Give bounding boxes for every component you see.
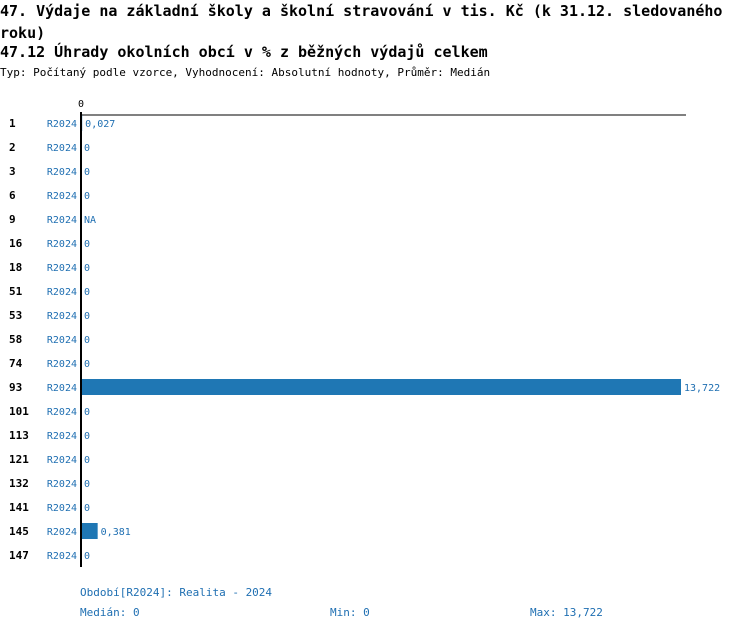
data-value-label: 0 bbox=[84, 335, 90, 346]
period-tick-label: R2024 bbox=[47, 143, 77, 154]
type-line: Typ: Počítaný podle vzorce, Vyhodnocení:… bbox=[0, 66, 491, 79]
period-tick-label: R2024 bbox=[47, 287, 77, 298]
category-label: 147 bbox=[9, 549, 29, 562]
period-tick-label: R2024 bbox=[47, 119, 77, 130]
category-label: 58 bbox=[9, 333, 22, 346]
category-label: 93 bbox=[9, 381, 22, 394]
category-label: 18 bbox=[9, 261, 22, 274]
period-tick-label: R2024 bbox=[47, 191, 77, 202]
data-value-label: 0 bbox=[84, 455, 90, 466]
data-bar bbox=[81, 379, 681, 395]
category-label: 53 bbox=[9, 309, 22, 322]
median-label: Medián: 0 bbox=[80, 606, 140, 619]
period-label: Období[R2024]: Realita - 2024 bbox=[80, 586, 273, 599]
category-label: 141 bbox=[9, 501, 29, 514]
category-label: 145 bbox=[9, 525, 29, 538]
period-tick-label: R2024 bbox=[47, 167, 77, 178]
data-value-label: 0 bbox=[84, 431, 90, 442]
data-value-label: 0 bbox=[84, 191, 90, 202]
period-tick-label: R2024 bbox=[47, 311, 77, 322]
category-label: 113 bbox=[9, 429, 29, 442]
data-value-label: 0 bbox=[84, 287, 90, 298]
min-label: Min: 0 bbox=[330, 606, 370, 619]
period-tick-label: R2024 bbox=[47, 431, 77, 442]
chart-subtitle: 47.12 Úhrady okolních obcí v % z běžných… bbox=[0, 43, 488, 61]
category-label: 101 bbox=[9, 405, 29, 418]
period-tick-label: R2024 bbox=[47, 455, 77, 466]
category-label: 1 bbox=[9, 117, 16, 130]
data-value-label: 0 bbox=[84, 143, 90, 154]
category-label: 74 bbox=[9, 357, 23, 370]
category-label: 16 bbox=[9, 237, 23, 250]
period-tick-label: R2024 bbox=[47, 215, 77, 226]
category-label: 2 bbox=[9, 141, 16, 154]
axis-zero-label: 0 bbox=[78, 99, 84, 110]
data-value-label: 0 bbox=[84, 551, 90, 562]
period-tick-label: R2024 bbox=[47, 359, 77, 370]
data-value-label: 0 bbox=[84, 263, 90, 274]
data-value-label: 0 bbox=[84, 479, 90, 490]
category-label: 121 bbox=[9, 453, 29, 466]
category-label: 3 bbox=[9, 165, 16, 178]
chart-title: 47. Výdaje na základní školy a školní st… bbox=[0, 2, 723, 42]
category-label: 9 bbox=[9, 213, 16, 226]
data-value-label: 0 bbox=[84, 503, 90, 514]
period-tick-label: R2024 bbox=[47, 335, 77, 346]
data-value-label: NA bbox=[84, 215, 96, 226]
data-value-label: 13,722 bbox=[684, 383, 720, 394]
period-tick-label: R2024 bbox=[47, 551, 77, 562]
category-label: 51 bbox=[9, 285, 23, 298]
data-value-label: 0,381 bbox=[101, 527, 131, 538]
period-tick-label: R2024 bbox=[47, 407, 77, 418]
data-bar bbox=[81, 523, 98, 539]
period-tick-label: R2024 bbox=[47, 503, 77, 514]
max-label: Max: 13,722 bbox=[530, 606, 603, 619]
period-tick-label: R2024 bbox=[47, 527, 77, 538]
data-value-label: 0 bbox=[84, 311, 90, 322]
data-value-label: 0 bbox=[84, 359, 90, 370]
data-value-label: 0 bbox=[84, 239, 90, 250]
period-tick-label: R2024 bbox=[47, 383, 77, 394]
period-tick-label: R2024 bbox=[47, 239, 77, 250]
data-value-label: 0,027 bbox=[85, 119, 115, 130]
data-value-label: 0 bbox=[84, 407, 90, 418]
period-tick-label: R2024 bbox=[47, 263, 77, 274]
period-tick-label: R2024 bbox=[47, 479, 77, 490]
data-value-label: 0 bbox=[84, 167, 90, 178]
category-label: 6 bbox=[9, 189, 16, 202]
category-label: 132 bbox=[9, 477, 29, 490]
